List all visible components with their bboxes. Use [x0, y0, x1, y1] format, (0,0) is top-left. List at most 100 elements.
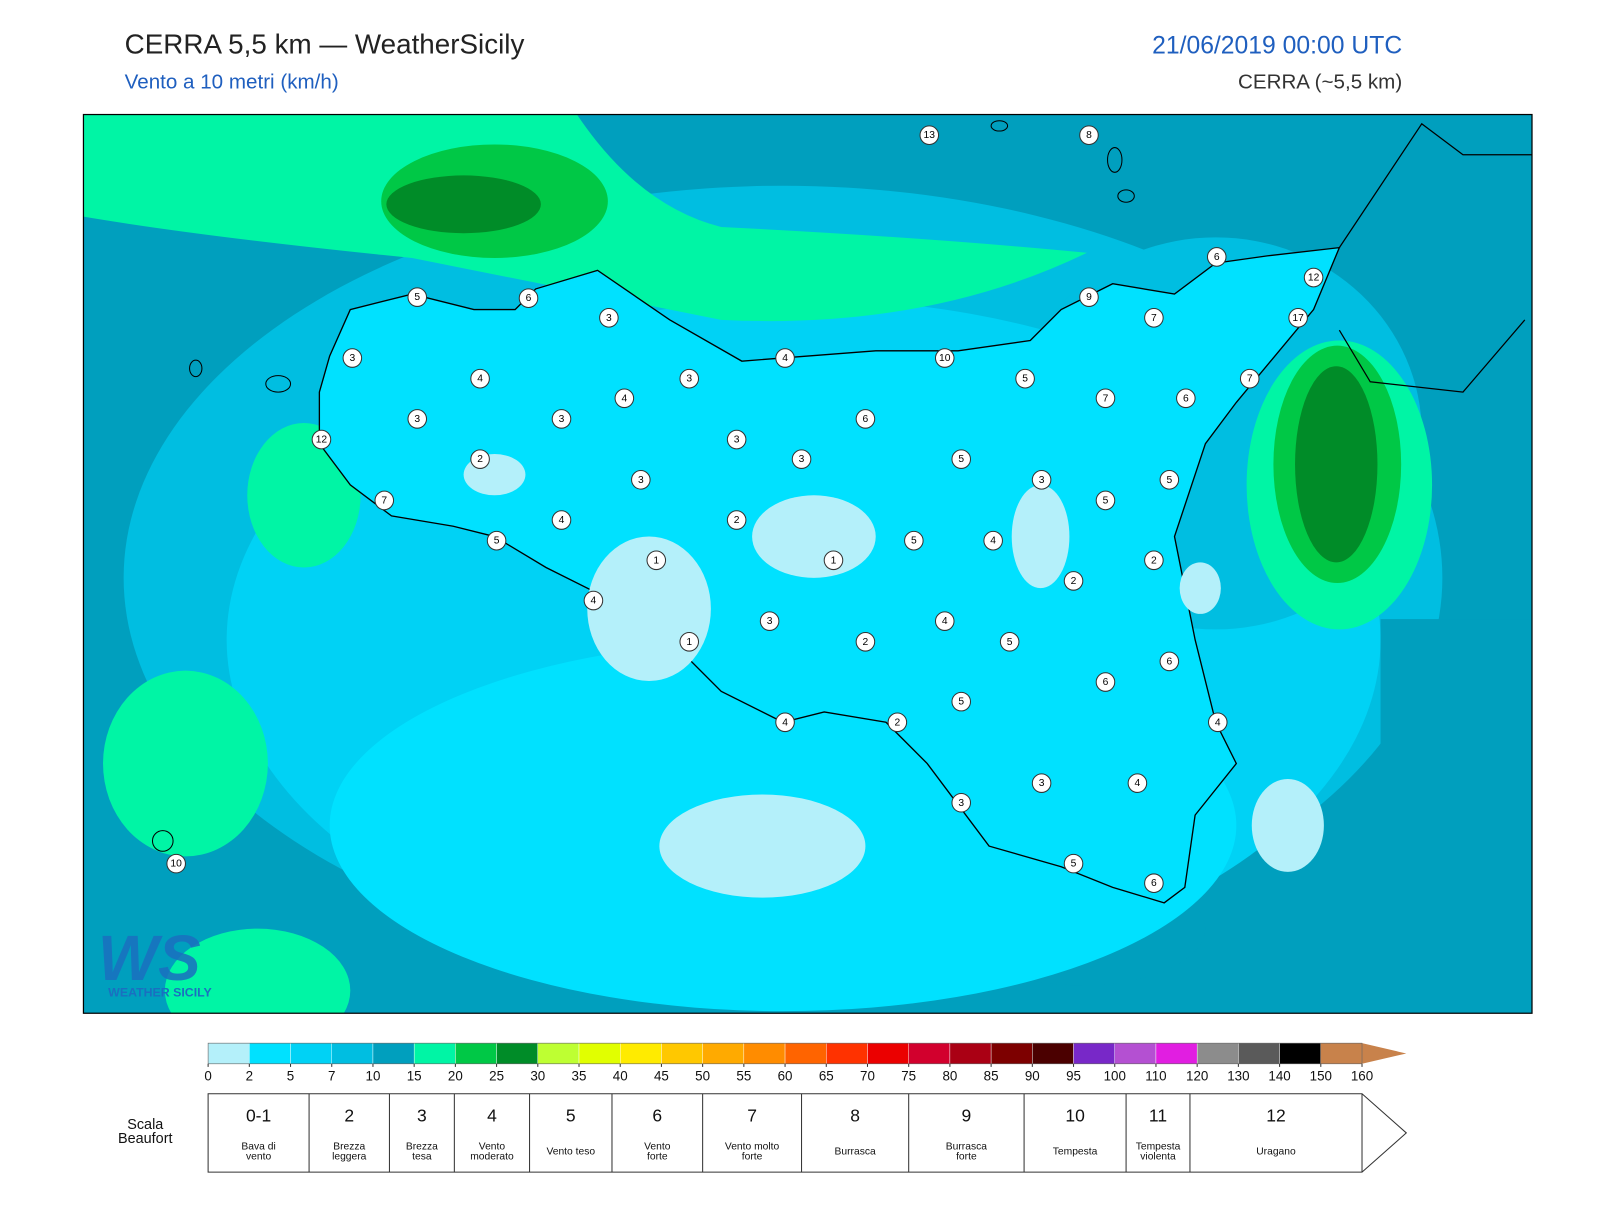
station: 6 [1176, 388, 1196, 409]
island [1107, 147, 1123, 173]
island [265, 375, 292, 393]
station: 7 [374, 490, 395, 511]
colorbar-segment [537, 1042, 580, 1065]
station-marker [1239, 368, 1260, 389]
station-marker [904, 530, 924, 551]
station: 4 [1207, 712, 1228, 733]
station: 7 [1095, 388, 1116, 409]
calm-area [659, 794, 866, 898]
colorbar-tick-label: 95 [1066, 1068, 1081, 1083]
station-marker [166, 853, 186, 874]
station-marker [775, 348, 795, 368]
colorbar-tick-label: 20 [448, 1068, 463, 1083]
station-value: 5 [958, 697, 964, 708]
colorbar-segment [331, 1042, 374, 1065]
station-marker [311, 429, 332, 450]
station: 6 [1095, 672, 1116, 692]
beaufort-description: Brezza [406, 1141, 438, 1152]
station-marker [631, 469, 651, 490]
station-marker [1206, 247, 1227, 267]
station-marker [887, 712, 908, 733]
station: 6 [1144, 873, 1164, 894]
station-marker [599, 307, 619, 328]
station-marker [518, 288, 539, 308]
station-value: 6 [526, 293, 532, 304]
colorbar-segment [826, 1042, 868, 1065]
colorbar-segment [743, 1042, 786, 1065]
station-value: 7 [1103, 393, 1109, 404]
station-marker [1079, 125, 1099, 145]
colorbar-tick-label: 75 [901, 1068, 916, 1083]
colorbar-tick-label: 65 [819, 1068, 834, 1083]
colorbar-segment [207, 1042, 250, 1065]
station: 5 [904, 530, 924, 551]
station: 1 [679, 631, 700, 652]
station-value: 3 [958, 798, 964, 809]
station: 5 [999, 631, 1020, 652]
colorbar-tick-label: 110 [1145, 1068, 1166, 1083]
station-marker [1095, 388, 1116, 409]
station-value: 2 [863, 637, 869, 648]
station-marker [726, 429, 747, 450]
station-marker [470, 368, 490, 389]
colorbar-tick-label: 45 [654, 1068, 669, 1083]
colorbar-tick-label: 120 [1186, 1068, 1208, 1083]
calm-area [1179, 562, 1221, 614]
station-value: 3 [606, 313, 612, 324]
colorbar-tick-label: 10 [366, 1068, 381, 1083]
model: CERRA (~5,5 km) [1238, 71, 1402, 94]
station: 4 [934, 611, 955, 631]
station-marker [726, 510, 747, 530]
station: 6 [1159, 651, 1180, 672]
station: 7 [1239, 368, 1260, 389]
station-value: 2 [477, 454, 483, 465]
island [1117, 189, 1135, 203]
station-value: 3 [559, 414, 565, 425]
station-marker [486, 530, 507, 551]
station-value: 3 [799, 454, 805, 465]
station-marker [551, 409, 572, 429]
station-value: 7 [381, 495, 387, 506]
colorbar-segment [620, 1042, 662, 1065]
colorbar-segment [578, 1042, 621, 1065]
beaufort-description: Tempesta [1053, 1147, 1098, 1158]
station-value: 4 [559, 515, 565, 526]
beaufort-description: Burrasca [946, 1141, 987, 1152]
colorbar-segment [661, 1042, 703, 1065]
station: 13 [919, 125, 940, 145]
beaufort-description: Vento molto [725, 1141, 780, 1152]
station-marker [374, 490, 395, 511]
station: 12 [1303, 267, 1324, 288]
station: 10 [934, 348, 955, 368]
station: 3 [599, 307, 619, 328]
calm-area [1011, 484, 1070, 589]
colorbar-segment [1196, 1042, 1239, 1065]
colorbar-segment [372, 1042, 415, 1065]
title: CERRA 5,5 km — WeatherSicily [125, 29, 525, 60]
station-value: 2 [734, 515, 740, 526]
beaufort-description: forte [647, 1152, 668, 1163]
colorbar-tick-label: 60 [778, 1068, 793, 1083]
station-marker [583, 590, 604, 611]
colorbar-tick-label: 0 [204, 1068, 211, 1083]
station-marker [1127, 773, 1148, 793]
station-value: 5 [1007, 637, 1013, 648]
colorbar-tick-label: 90 [1025, 1068, 1040, 1083]
station-marker [855, 631, 876, 652]
station-value: 12 [1308, 273, 1320, 284]
station: 5 [1159, 469, 1180, 490]
colorbar-arrow [1320, 1043, 1407, 1064]
beaufort-force: 3 [417, 1106, 427, 1126]
station-marker [1015, 368, 1035, 389]
colorbar-segment [1155, 1042, 1198, 1065]
beaufort-description: Brezza [333, 1141, 365, 1152]
station-marker [1144, 307, 1164, 328]
station: 17 [1288, 307, 1308, 328]
beaufort-force: 9 [962, 1106, 972, 1126]
colorbar-tick-label: 80 [942, 1068, 957, 1083]
station: 3 [679, 368, 700, 389]
station-value: 1 [653, 555, 659, 566]
station-marker [679, 631, 700, 652]
station: 4 [1127, 773, 1148, 793]
station-marker [1207, 712, 1228, 733]
